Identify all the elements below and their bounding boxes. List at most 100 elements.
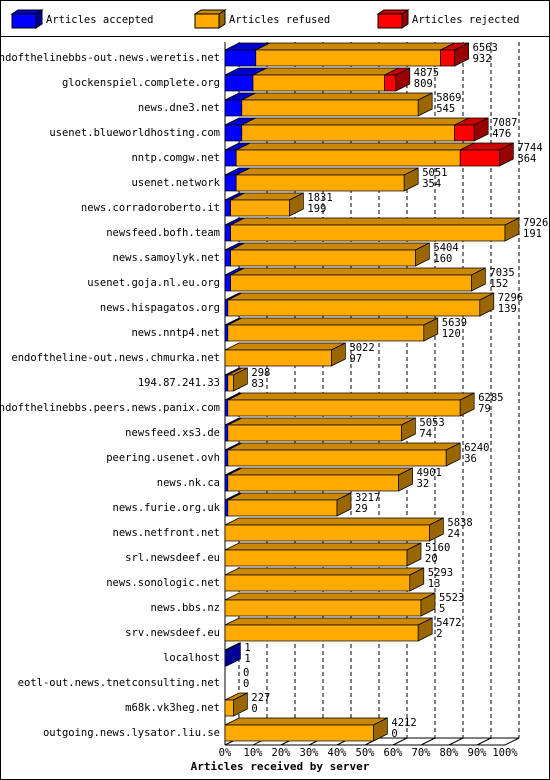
bar-segment bbox=[252, 74, 385, 92]
bar-segment bbox=[224, 174, 237, 192]
total-label: 5639 bbox=[442, 317, 467, 329]
total-label: 4875 bbox=[414, 67, 439, 79]
total-label: 7744 bbox=[517, 142, 542, 154]
bar-top bbox=[224, 517, 444, 526]
bar-side bbox=[226, 642, 241, 667]
bar-side bbox=[406, 542, 422, 567]
bar-segment bbox=[255, 49, 441, 67]
y-tick-label: eotl-out.news.tnetconsulting.net bbox=[18, 677, 220, 689]
bar-top bbox=[227, 417, 416, 426]
bar-top bbox=[227, 392, 475, 401]
y-tick-label: usenet.blueworldhosting.com bbox=[49, 127, 220, 139]
y-tick-label: usenet.network bbox=[131, 177, 220, 189]
accepted-label: 83 bbox=[251, 378, 264, 390]
total-label: 3217 bbox=[355, 492, 380, 504]
y-tick-label: news.dne3.net bbox=[138, 102, 220, 114]
bar-segment bbox=[224, 724, 374, 742]
total-label: 5869 bbox=[436, 92, 461, 104]
bar-segment bbox=[227, 399, 461, 417]
accepted-label: 24 bbox=[447, 528, 460, 540]
total-label: 298 bbox=[251, 367, 270, 379]
total-label: 7087 bbox=[492, 117, 517, 129]
legend-swatch bbox=[377, 13, 403, 29]
bar-top bbox=[224, 542, 422, 551]
x-tick bbox=[448, 737, 464, 746]
bar-top bbox=[230, 217, 520, 226]
y-tick-label: endofthelinebbs.peers.news.panix.com bbox=[0, 402, 220, 414]
total-label: 6285 bbox=[478, 392, 503, 404]
y-tick-label: news.hispagatos.org bbox=[100, 302, 220, 314]
bar-side bbox=[445, 442, 461, 467]
legend-swatch-side bbox=[35, 9, 43, 29]
bar-top bbox=[224, 567, 424, 576]
y-tick-label: localhost bbox=[163, 652, 220, 664]
y-tick-label: news.sonologic.net bbox=[106, 577, 220, 589]
bar-segment bbox=[224, 549, 408, 567]
bar-segment bbox=[224, 49, 257, 67]
bar-segment bbox=[224, 249, 231, 267]
bar-side bbox=[373, 717, 388, 742]
bar-segment bbox=[230, 249, 416, 267]
bar-segment bbox=[224, 324, 229, 342]
y-tick-label: m68k.vk3heg.net bbox=[125, 702, 220, 714]
total-label: 5523 bbox=[439, 592, 464, 604]
total-label: 7296 bbox=[498, 292, 523, 304]
x-tick-label: 70% bbox=[412, 747, 432, 759]
bar-segment bbox=[241, 99, 419, 117]
bar-side bbox=[409, 567, 425, 592]
accepted-label: 32 bbox=[417, 478, 430, 490]
total-label: 0 bbox=[243, 667, 249, 679]
bar-segment bbox=[224, 374, 229, 392]
y-tick-label: srv.newsdeef.eu bbox=[125, 627, 220, 639]
legend-swatch bbox=[194, 13, 220, 29]
bar-segment bbox=[459, 149, 500, 167]
legend-label: Articles refused bbox=[229, 14, 330, 26]
bar-segment bbox=[224, 699, 234, 717]
y-tick-label: newsfeed.bofh.team bbox=[106, 227, 220, 239]
accepted-label: 476 bbox=[492, 128, 511, 140]
bar-top bbox=[227, 442, 461, 451]
accepted-label: 20 bbox=[425, 553, 438, 565]
legend-swatch bbox=[11, 13, 37, 29]
legend-swatch-side bbox=[401, 9, 409, 29]
y-tick-label: news.samoylyk.net bbox=[113, 252, 220, 264]
bar-segment bbox=[224, 599, 422, 617]
bar-top bbox=[236, 167, 419, 176]
bar-top bbox=[227, 317, 438, 326]
total-label: 5404 bbox=[433, 242, 458, 254]
bar-top bbox=[236, 142, 475, 151]
x-tick bbox=[392, 737, 408, 746]
y-tick-label: glockenspiel.complete.org bbox=[62, 77, 220, 89]
legend-label: Articles rejected bbox=[412, 14, 519, 26]
bar-side bbox=[479, 292, 495, 317]
total-label: 4212 bbox=[391, 717, 416, 729]
x-tick-label: 30% bbox=[300, 747, 320, 759]
bar-top bbox=[230, 242, 430, 251]
bar-top bbox=[255, 42, 455, 51]
bar-segment bbox=[224, 624, 419, 642]
y-tick-label: news.corradoroberto.it bbox=[81, 202, 220, 214]
bar-segment bbox=[241, 124, 455, 142]
bar-top bbox=[227, 492, 352, 501]
y-tick-label: srl.newsdeef.eu bbox=[125, 552, 220, 564]
bar-top bbox=[224, 592, 436, 601]
total-label: 7035 bbox=[489, 267, 514, 279]
y-tick-label: news.nk.ca bbox=[157, 477, 220, 489]
x-tick bbox=[476, 737, 492, 746]
bar-side bbox=[331, 342, 346, 367]
accepted-label: 0 bbox=[243, 678, 249, 690]
bar-side bbox=[459, 392, 475, 417]
bar-side bbox=[415, 242, 430, 267]
total-label: 6240 bbox=[464, 442, 489, 454]
accepted-label: 152 bbox=[489, 278, 508, 290]
total-label: 4901 bbox=[417, 467, 442, 479]
bar-side bbox=[504, 217, 520, 242]
accepted-label: 13 bbox=[428, 578, 441, 590]
accepted-label: 1 bbox=[244, 653, 250, 665]
total-label: 227 bbox=[251, 692, 270, 704]
y-tick-label: peering.usenet.ovh bbox=[106, 452, 220, 464]
bar-segment bbox=[224, 449, 229, 467]
x-tick-label: 90% bbox=[468, 747, 488, 759]
